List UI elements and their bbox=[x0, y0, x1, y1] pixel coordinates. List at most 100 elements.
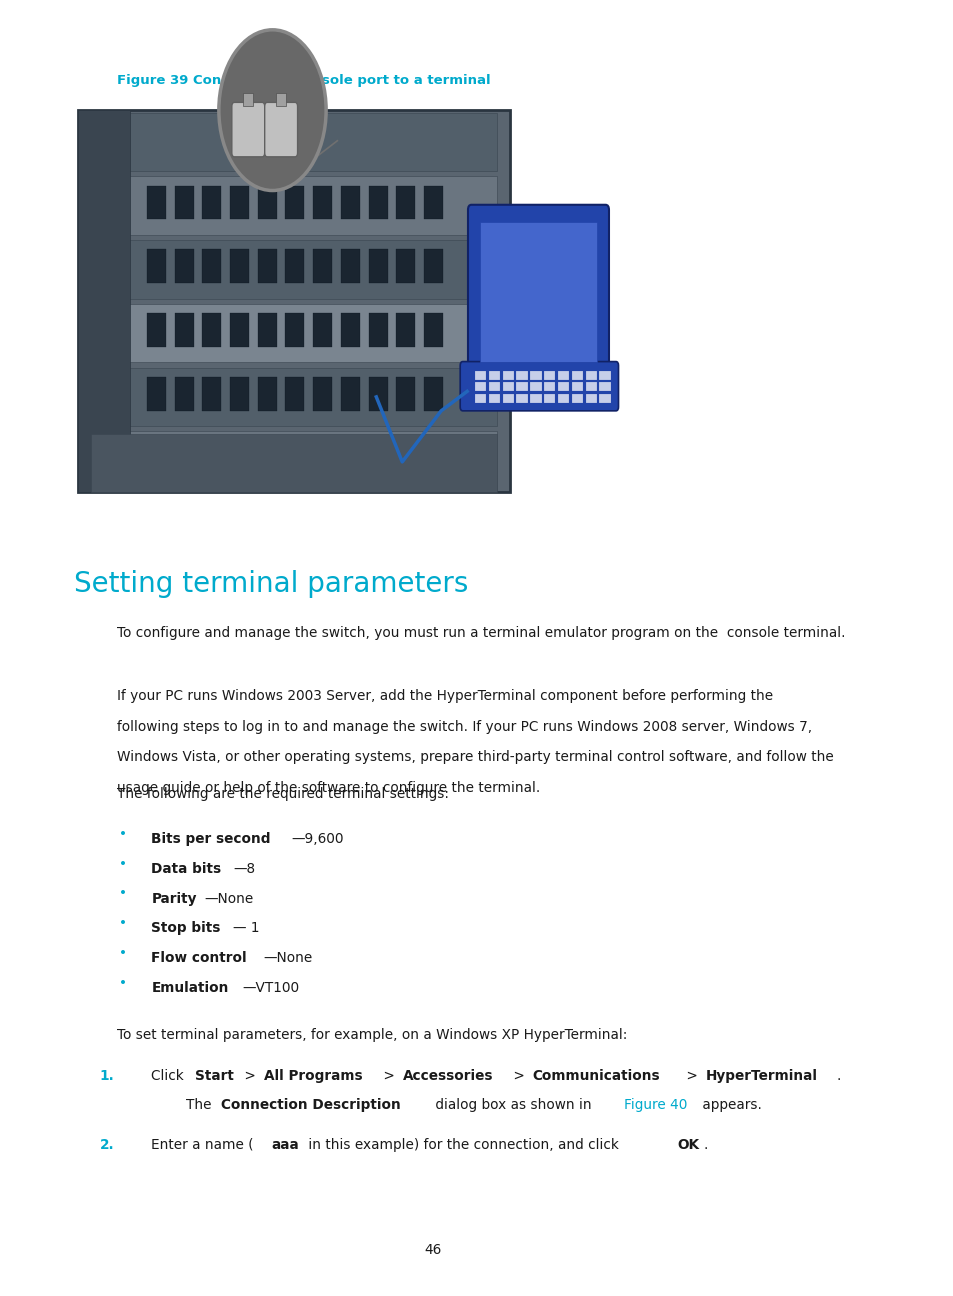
Bar bbox=[598, 371, 610, 380]
Text: Data bits: Data bits bbox=[152, 862, 221, 876]
Text: If your PC runs Windows 2003 Server, add the HyperTerminal component before perf: If your PC runs Windows 2003 Server, add… bbox=[116, 689, 772, 704]
Text: —VT100: —VT100 bbox=[242, 981, 298, 995]
Bar bbox=[423, 377, 442, 411]
Bar bbox=[558, 382, 569, 391]
Text: —None: —None bbox=[263, 951, 313, 966]
Text: •: • bbox=[118, 946, 127, 960]
Text: Enter a name (: Enter a name ( bbox=[152, 1138, 253, 1152]
Bar bbox=[285, 377, 304, 411]
Bar bbox=[147, 377, 166, 411]
Bar bbox=[313, 441, 332, 474]
Bar bbox=[475, 394, 486, 403]
Text: .: . bbox=[702, 1138, 707, 1152]
Bar bbox=[488, 394, 499, 403]
Bar bbox=[174, 249, 193, 284]
Bar bbox=[340, 377, 359, 411]
Bar bbox=[257, 377, 276, 411]
Bar bbox=[516, 394, 527, 403]
Bar bbox=[395, 377, 415, 411]
Bar bbox=[516, 382, 527, 391]
Text: Windows Vista, or other operating systems, prepare third-party terminal control : Windows Vista, or other operating system… bbox=[116, 750, 833, 765]
FancyBboxPatch shape bbox=[459, 362, 618, 411]
Bar bbox=[257, 185, 276, 219]
Bar bbox=[230, 249, 249, 284]
Text: •: • bbox=[118, 886, 127, 901]
FancyBboxPatch shape bbox=[232, 102, 264, 157]
Text: >: > bbox=[240, 1069, 260, 1083]
Bar bbox=[174, 314, 193, 347]
Bar bbox=[558, 371, 569, 380]
Bar bbox=[502, 394, 514, 403]
Text: dialog box as shown in: dialog box as shown in bbox=[431, 1098, 596, 1112]
Bar bbox=[571, 382, 582, 391]
Text: Emulation: Emulation bbox=[152, 981, 229, 995]
Bar bbox=[543, 382, 555, 391]
Bar bbox=[368, 314, 387, 347]
Text: following steps to log in to and manage the switch. If your PC runs Windows 2008: following steps to log in to and manage … bbox=[116, 721, 811, 734]
Text: Setting terminal parameters: Setting terminal parameters bbox=[73, 570, 467, 599]
Bar bbox=[202, 441, 221, 474]
Bar bbox=[395, 249, 415, 284]
Bar bbox=[475, 382, 486, 391]
Bar bbox=[257, 249, 276, 284]
Bar bbox=[91, 434, 497, 492]
Bar bbox=[275, 93, 286, 106]
Bar bbox=[174, 441, 193, 474]
Text: >: > bbox=[509, 1069, 529, 1083]
Bar bbox=[395, 185, 415, 219]
Bar bbox=[313, 249, 332, 284]
Text: 46: 46 bbox=[423, 1243, 440, 1257]
Bar bbox=[257, 441, 276, 474]
Bar bbox=[230, 441, 249, 474]
Text: Click: Click bbox=[152, 1069, 189, 1083]
Bar bbox=[395, 314, 415, 347]
Bar bbox=[488, 371, 499, 380]
Bar bbox=[285, 314, 304, 347]
Bar bbox=[395, 441, 415, 474]
Text: .: . bbox=[836, 1069, 841, 1083]
Bar bbox=[257, 314, 276, 347]
Bar bbox=[202, 185, 221, 219]
Text: HyperTerminal: HyperTerminal bbox=[705, 1069, 817, 1083]
Bar bbox=[488, 382, 499, 391]
Bar bbox=[340, 314, 359, 347]
Text: >: > bbox=[379, 1069, 399, 1083]
Text: in this example) for the connection, and click: in this example) for the connection, and… bbox=[303, 1138, 622, 1152]
Text: —8: —8 bbox=[233, 862, 255, 876]
Text: Stop bits: Stop bits bbox=[152, 921, 220, 936]
Text: — 1: — 1 bbox=[233, 921, 259, 936]
Bar bbox=[285, 185, 304, 219]
FancyBboxPatch shape bbox=[264, 102, 297, 157]
Bar bbox=[368, 441, 387, 474]
Bar bbox=[598, 394, 610, 403]
Bar bbox=[230, 314, 249, 347]
Bar bbox=[230, 377, 249, 411]
Text: •: • bbox=[118, 976, 127, 990]
Text: •: • bbox=[118, 857, 127, 871]
Text: Figure 40: Figure 40 bbox=[623, 1098, 687, 1112]
Bar bbox=[585, 371, 597, 380]
Text: •: • bbox=[118, 916, 127, 931]
Text: The following are the required terminal settings:: The following are the required terminal … bbox=[116, 787, 448, 801]
Bar bbox=[91, 432, 497, 490]
Bar bbox=[558, 394, 569, 403]
Text: OK: OK bbox=[677, 1138, 699, 1152]
Bar bbox=[285, 441, 304, 474]
Bar bbox=[543, 394, 555, 403]
Text: To set terminal parameters, for example, on a Windows XP HyperTerminal:: To set terminal parameters, for example,… bbox=[116, 1028, 626, 1042]
Bar bbox=[147, 185, 166, 219]
Bar bbox=[91, 113, 497, 171]
Bar bbox=[202, 249, 221, 284]
Text: Connection Description: Connection Description bbox=[221, 1098, 400, 1112]
Bar bbox=[423, 185, 442, 219]
Bar bbox=[285, 249, 304, 284]
Bar bbox=[530, 371, 541, 380]
Bar bbox=[502, 371, 514, 380]
Bar bbox=[368, 185, 387, 219]
Bar bbox=[340, 185, 359, 219]
Bar bbox=[530, 394, 541, 403]
Bar bbox=[340, 441, 359, 474]
Bar bbox=[340, 249, 359, 284]
Bar bbox=[147, 441, 166, 474]
Text: Communications: Communications bbox=[532, 1069, 659, 1083]
